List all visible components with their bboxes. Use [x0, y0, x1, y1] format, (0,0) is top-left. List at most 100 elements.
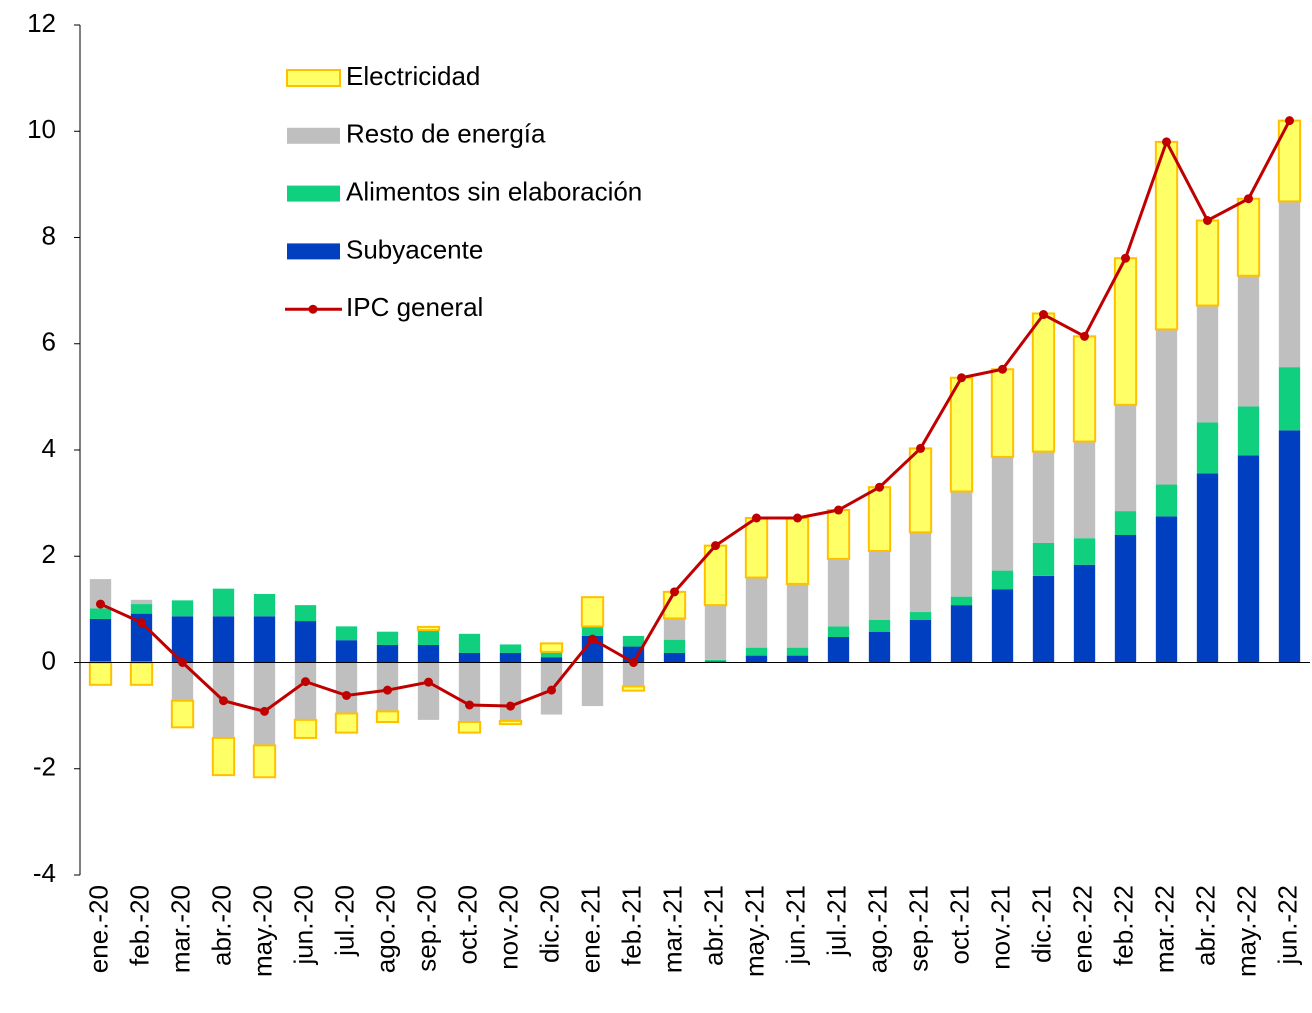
line-point [1121, 253, 1130, 263]
bar-segment [991, 589, 1014, 663]
bar-segment [416, 625, 441, 632]
bar-segment [909, 620, 932, 663]
bar-segment [827, 558, 850, 627]
legend-swatch [287, 185, 340, 202]
bar-segment [212, 588, 235, 617]
bar-segment [867, 486, 892, 552]
line-point [96, 599, 105, 609]
bar-segment [1032, 575, 1055, 663]
line-point [629, 658, 638, 667]
legend-swatch [287, 127, 340, 144]
bar-segment [89, 618, 112, 663]
bar-segment [335, 662, 358, 714]
bar-segment [540, 651, 563, 658]
line-point [465, 700, 474, 710]
x-tick-label: may.-22 [1231, 885, 1261, 977]
x-tick-label: abr.-22 [1190, 885, 1220, 966]
x-tick-label: jun.-20 [288, 885, 318, 966]
bar-segment [580, 596, 605, 628]
bar-segment [1237, 275, 1260, 407]
line-point [793, 513, 802, 523]
bar-segment [1072, 335, 1097, 443]
y-tick-label: 4 [42, 433, 56, 463]
x-tick-label: abr.-20 [206, 885, 236, 966]
y-tick-label: 10 [27, 114, 56, 144]
bar-segment [211, 736, 236, 777]
x-tick-label: nov.-21 [985, 885, 1015, 970]
bar-segment [253, 593, 276, 617]
line-point [588, 634, 597, 644]
bar-segment [868, 550, 891, 620]
line-point [711, 541, 720, 551]
line-point [752, 513, 761, 523]
bar-segment [499, 652, 522, 663]
x-tick-label: dic.-20 [534, 885, 564, 963]
bar-segment [950, 605, 973, 663]
x-tick-label: jun.-22 [1272, 885, 1302, 966]
x-tick-label: may.-21 [739, 885, 769, 977]
y-tick-label: -4 [33, 858, 56, 888]
line-point [670, 587, 679, 597]
line-point [424, 677, 433, 687]
x-tick-label: sep.-20 [411, 885, 441, 972]
bar-segment [1155, 484, 1178, 517]
bar-segment [1278, 430, 1301, 663]
bar-segment [457, 721, 482, 734]
bar-segment [581, 626, 604, 636]
bar-segment [1031, 312, 1056, 453]
bar-segment [171, 600, 194, 617]
bar-segment [1196, 473, 1219, 663]
bar-segment [293, 718, 318, 739]
x-tick-label: ene.-22 [1067, 885, 1097, 973]
bar-segment [868, 631, 891, 663]
line-point [834, 505, 843, 515]
bar-segment [458, 652, 481, 663]
bar-segment [868, 620, 891, 632]
line-point [1285, 116, 1294, 126]
bar-segment [1113, 257, 1138, 406]
bar-segment [1237, 455, 1260, 663]
line-point [137, 618, 146, 628]
bar-segment [1195, 219, 1220, 307]
y-tick-label: 12 [27, 8, 56, 38]
bar-segment [622, 635, 645, 647]
bar-segment [294, 662, 317, 720]
bar-segment [294, 621, 317, 663]
bar-segment [540, 657, 563, 663]
line-point [506, 701, 515, 711]
bar-segment [1278, 367, 1301, 431]
x-tick-label: abr.-21 [698, 885, 728, 966]
bar-segment [745, 655, 768, 663]
bar-segment [252, 744, 277, 779]
bar-segment [786, 583, 809, 648]
legend-marker [308, 304, 318, 314]
x-tick-label: ene.-20 [83, 885, 113, 973]
line-point [301, 677, 310, 687]
bar-segment [294, 605, 317, 622]
bar-segment [1196, 305, 1219, 423]
bar-segment [908, 447, 933, 534]
bar-segment [663, 652, 686, 663]
x-tick-label: feb.-21 [616, 885, 646, 966]
bar-segment [335, 626, 358, 641]
x-tick-label: feb.-20 [124, 885, 154, 966]
x-tick-label: sep.-21 [903, 885, 933, 972]
x-tick-label: mar.-22 [1149, 885, 1179, 973]
bar-segment [663, 639, 686, 653]
x-tick-label: jul.-20 [329, 885, 359, 957]
bar-segment [745, 577, 768, 648]
line-point [998, 364, 1007, 374]
bar-segment [417, 644, 440, 663]
line-point [1039, 310, 1048, 320]
bar-segment [990, 368, 1015, 458]
bar-segment [827, 626, 850, 637]
bar-segment [1073, 564, 1096, 663]
line-point [916, 443, 925, 453]
bar-segment [1155, 329, 1178, 485]
bar-segment [1032, 451, 1055, 543]
y-tick-label: 0 [42, 645, 56, 675]
bar-segment [539, 642, 564, 653]
line-point [1080, 331, 1089, 341]
bar-segment [129, 661, 154, 686]
